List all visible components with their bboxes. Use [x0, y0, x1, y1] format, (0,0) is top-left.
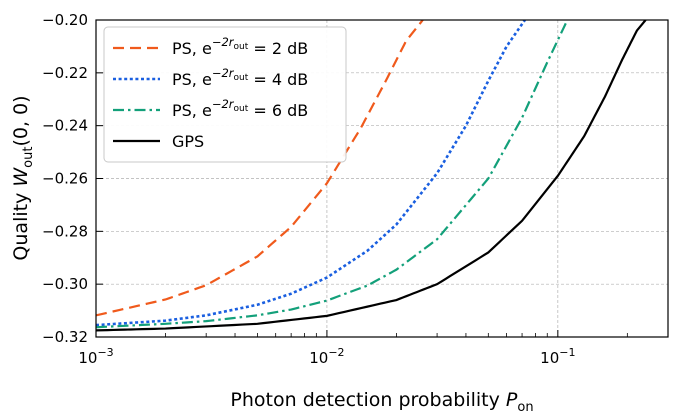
- legend-label-0: PS, e−2rout = 2 dB: [172, 35, 308, 58]
- y-tick-label-4: −0.24: [42, 117, 88, 135]
- legend-frame: [103, 26, 347, 163]
- legend: PS, e−2rout = 2 dB PS, e−2rout = 4 dB PS, …: [103, 26, 347, 163]
- legend-label-2: PS, e−2rout = 6 dB: [172, 97, 308, 120]
- x-tick-label-2: 10−1: [540, 346, 575, 367]
- series-line-2: [96, 20, 569, 329]
- y-tick-label-6: −0.20: [42, 11, 88, 29]
- axis-ticks: [95, 19, 628, 338]
- series-line-0: [96, 20, 424, 317]
- legend-label-1: PS, e−2rout = 4 dB: [172, 66, 308, 89]
- y-tick-label-5: −0.22: [42, 64, 88, 82]
- axis-tick-labels: 10−3 10−2 10−1 −0.32 −0.30 −0.28 −0.26 −0.24 −0.…: [42, 11, 575, 367]
- series-line-3: [96, 20, 647, 332]
- x-tick-label-0: 10−3: [78, 346, 113, 367]
- y-tick-label-0: −0.32: [42, 328, 88, 346]
- legend-label-3: GPS: [172, 132, 204, 151]
- y-tick-label-2: −0.28: [42, 222, 88, 240]
- x-axis-label: Photon detection probability Pon: [230, 389, 533, 415]
- y-axis-label: Quality Wout(0, 0): [10, 95, 36, 260]
- series-lines: [96, 20, 647, 332]
- x-tick-label-1: 10−2: [309, 346, 344, 367]
- series-line-1: [96, 20, 526, 327]
- y-tick-label-1: −0.30: [42, 275, 88, 293]
- y-tick-label-3: −0.26: [42, 170, 88, 188]
